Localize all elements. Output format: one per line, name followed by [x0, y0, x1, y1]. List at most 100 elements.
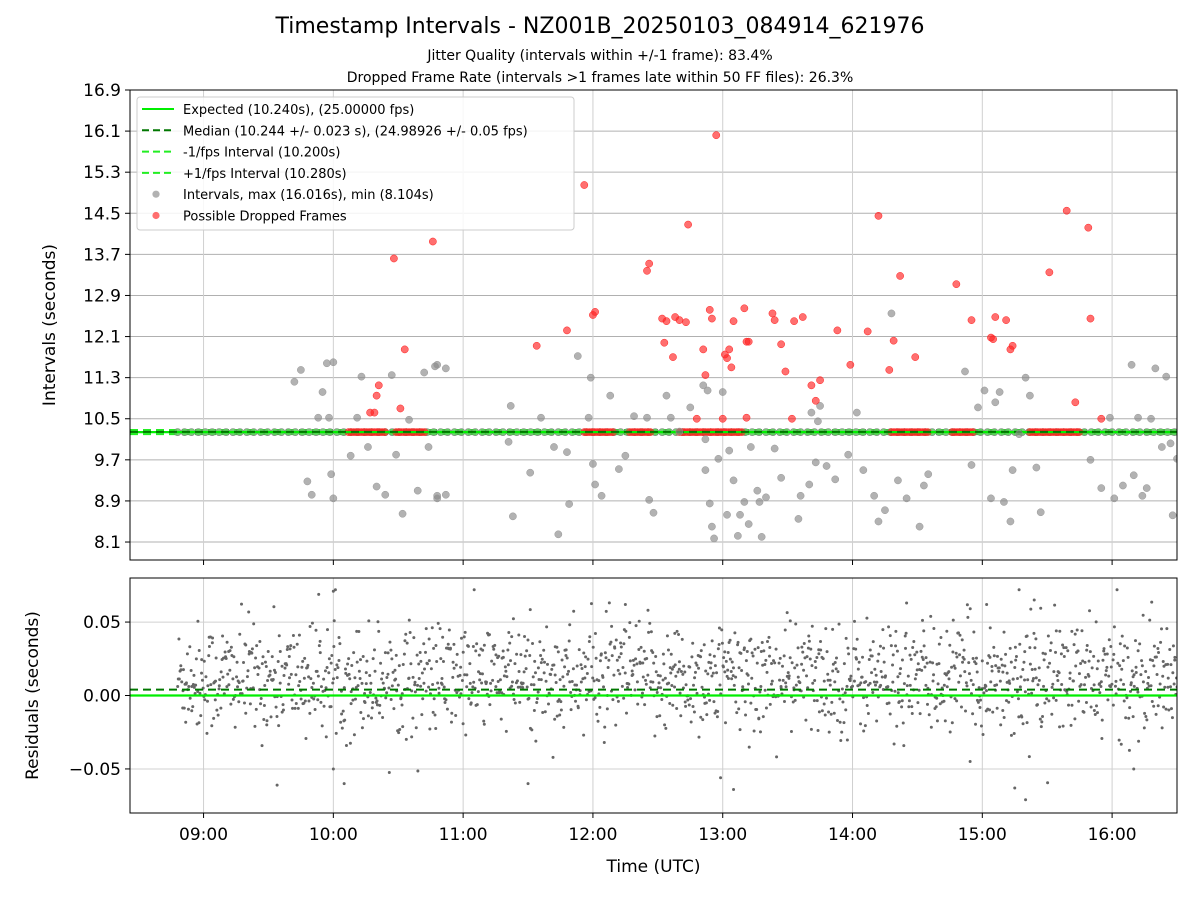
residual-point [974, 722, 978, 726]
dropped-frame-point [675, 316, 684, 324]
residual-point [1021, 722, 1025, 726]
residual-point [1058, 629, 1062, 633]
residual-point [252, 622, 256, 626]
interval-point [565, 500, 573, 508]
residual-point [583, 665, 587, 669]
interval-point [1026, 391, 1034, 400]
residual-point [436, 681, 440, 685]
residual-point [1076, 649, 1080, 653]
interval-point [902, 494, 911, 503]
residual-point [421, 697, 425, 701]
residual-point [1047, 699, 1051, 703]
residual-point [261, 655, 265, 659]
interval-point [1151, 364, 1160, 373]
y-tick-label-top: 16.1 [83, 122, 121, 142]
residual-point [484, 680, 488, 684]
residual-point [1126, 655, 1130, 659]
legend-marker-4 [152, 190, 160, 198]
residual-point [635, 680, 639, 684]
residual-point [634, 624, 638, 628]
residual-point [225, 685, 229, 689]
interval-point [649, 508, 658, 517]
residual-point [271, 678, 275, 682]
residual-point [191, 705, 195, 709]
residual-point [320, 724, 324, 728]
residual-point [673, 663, 677, 667]
residual-point [1099, 684, 1103, 688]
residual-point [1009, 660, 1013, 664]
residual-point [217, 687, 221, 691]
residual-point [296, 665, 300, 669]
residual-point [381, 671, 385, 675]
residual-point [407, 676, 411, 680]
residual-point [526, 782, 530, 786]
x-tick-label: 15:00 [958, 825, 1007, 845]
legend-label: Median (10.244 +/- 0.023 s), (24.98926 +… [183, 124, 528, 139]
residual-point [815, 699, 819, 703]
residual-point [861, 655, 865, 659]
residual-point [455, 652, 459, 656]
interval-point [630, 412, 638, 421]
residual-point [848, 677, 852, 681]
residual-point [730, 660, 734, 664]
residual-point [1001, 709, 1005, 713]
residual-point [634, 657, 638, 661]
residual-point [1140, 659, 1144, 663]
residual-point [895, 649, 899, 653]
residual-point [604, 656, 608, 660]
residual-point [1049, 641, 1053, 645]
interval-point [1166, 439, 1175, 448]
residual-point [558, 713, 562, 717]
residual-point [835, 656, 839, 660]
residual-point [1144, 714, 1148, 718]
residual-point [344, 744, 348, 748]
residual-point [953, 666, 957, 670]
residual-point [619, 641, 623, 645]
dropped-frame-point [580, 181, 589, 189]
interval-point [1015, 430, 1023, 439]
residual-point [555, 714, 559, 718]
residual-point [705, 713, 709, 717]
residual-point [589, 602, 593, 606]
residual-point [1042, 658, 1046, 662]
residual-point [1021, 667, 1025, 671]
residual-point [623, 602, 627, 606]
residual-point [719, 776, 723, 780]
residual-point [977, 686, 981, 690]
dropped-frame-point [833, 326, 842, 335]
residual-point [1094, 620, 1098, 624]
residual-point [943, 719, 947, 723]
residual-point [460, 678, 464, 682]
residual-point [371, 657, 375, 661]
residual-point [774, 647, 778, 651]
interval-point [1086, 455, 1095, 464]
residual-point [240, 602, 244, 606]
residual-point [809, 647, 813, 651]
residual-point [247, 610, 251, 614]
residual-point [342, 782, 346, 786]
interval-point [718, 388, 727, 396]
residual-point [732, 683, 736, 687]
residual-point [1150, 699, 1154, 703]
residual-point [268, 669, 272, 673]
residual-point [214, 656, 218, 660]
residual-point [478, 678, 482, 682]
residual-point [465, 685, 469, 689]
residual-point [542, 660, 546, 664]
residual-point [1068, 671, 1072, 675]
residual-point [632, 663, 636, 667]
residual-point [525, 685, 529, 689]
residual-point [731, 674, 735, 678]
residual-point [663, 723, 667, 727]
dropped-frame-point [1002, 316, 1010, 324]
residual-point [179, 668, 183, 672]
residual-point [734, 700, 738, 704]
residual-point [238, 632, 242, 636]
residual-point [1122, 699, 1126, 703]
residual-point [622, 696, 626, 700]
residual-point [801, 650, 805, 654]
residual-point [482, 643, 486, 647]
residual-point [1085, 643, 1089, 647]
residual-point [397, 731, 401, 735]
residual-point [847, 652, 851, 656]
